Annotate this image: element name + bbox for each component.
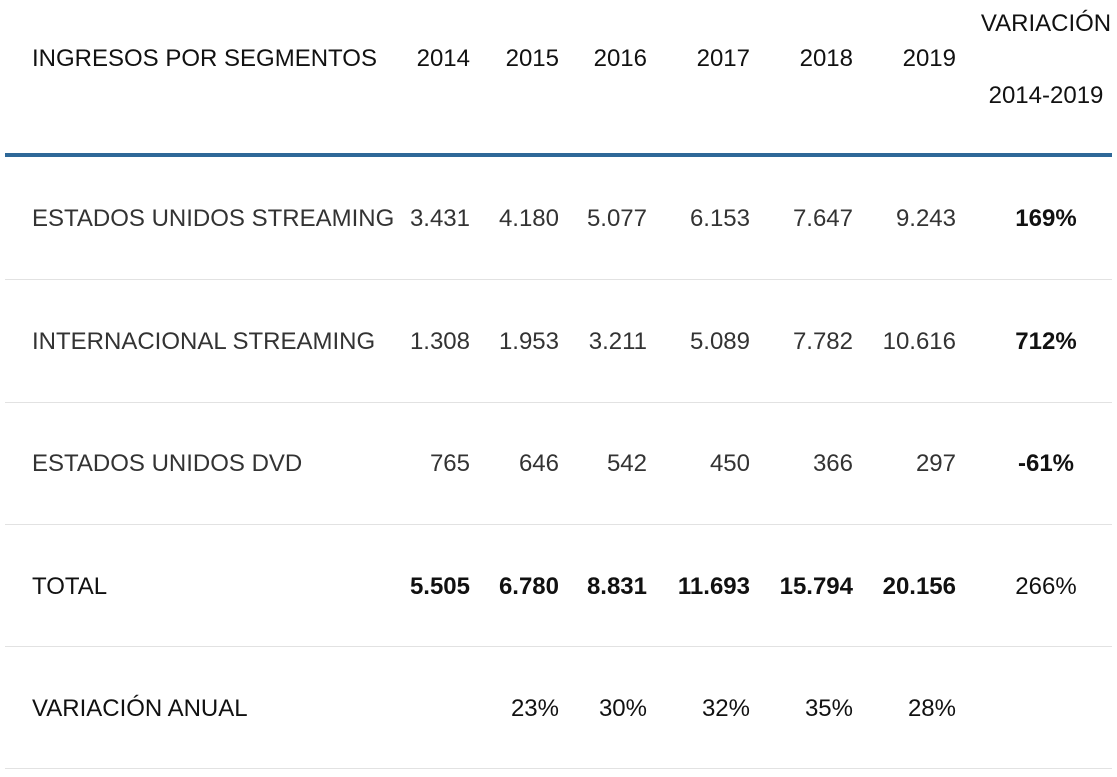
- row-variation: 266%: [1015, 573, 1077, 600]
- row-variation: -61%: [1017, 450, 1075, 477]
- row-label-annual-variation: VARIACIÓN ANUAL: [32, 695, 248, 722]
- row-divider: [5, 279, 1112, 280]
- row-value: 450: [709, 450, 750, 477]
- row-value: 15.794: [779, 573, 853, 600]
- header-year-2016: 2016: [593, 45, 647, 72]
- row-variation: 169%: [1015, 205, 1077, 232]
- row-value: 23%: [510, 695, 559, 722]
- row-divider: [5, 524, 1112, 525]
- row-label-us-dvd: ESTADOS UNIDOS DVD: [32, 450, 303, 477]
- row-variation: 712%: [1015, 328, 1077, 355]
- row-value: 7.647: [792, 205, 853, 232]
- row-divider: [5, 768, 1112, 769]
- header-segment-label: INGRESOS POR SEGMENTOS: [32, 45, 377, 72]
- header-year-2019: 2019: [902, 45, 956, 72]
- row-value: 765: [429, 450, 470, 477]
- row-value: 297: [915, 450, 956, 477]
- row-label-total: TOTAL: [32, 573, 108, 600]
- row-value: 8.831: [586, 573, 647, 600]
- row-value: 10.616: [882, 328, 956, 355]
- row-value: 3.211: [588, 328, 647, 355]
- header-year-2014: 2014: [416, 45, 470, 72]
- row-value: 366: [812, 450, 853, 477]
- row-value: 30%: [598, 695, 647, 722]
- row-value: 1.308: [409, 328, 470, 355]
- header-year-2015: 2015: [505, 45, 559, 72]
- header-variation-line1: VARIACIÓN: [980, 10, 1112, 37]
- row-value: 1.953: [498, 328, 559, 355]
- row-value: 28%: [907, 695, 956, 722]
- row-value: 5.077: [586, 205, 647, 232]
- row-label-international-streaming: INTERNACIONAL STREAMING: [32, 328, 376, 355]
- header-year-2018: 2018: [799, 45, 853, 72]
- row-value: 9.243: [895, 205, 956, 232]
- row-value: 646: [518, 450, 559, 477]
- row-divider: [5, 402, 1112, 403]
- row-value: 32%: [701, 695, 750, 722]
- row-value: 3.431: [409, 205, 470, 232]
- row-value: 4.180: [498, 205, 559, 232]
- row-value: 542: [606, 450, 647, 477]
- row-label-us-streaming: ESTADOS UNIDOS STREAMING: [32, 205, 395, 232]
- header-year-2017: 2017: [696, 45, 750, 72]
- row-value: 35%: [804, 695, 853, 722]
- header-variation-line2: 2014-2019: [988, 82, 1104, 109]
- row-value: 5.505: [409, 573, 470, 600]
- header-rule: [5, 153, 1112, 157]
- row-value: 7.782: [792, 328, 853, 355]
- row-divider: [5, 646, 1112, 647]
- row-value: 20.156: [882, 573, 956, 600]
- row-value: 6.780: [498, 573, 559, 600]
- row-value: 6.153: [689, 205, 750, 232]
- row-value: 11.693: [677, 573, 750, 600]
- row-value: 5.089: [689, 328, 750, 355]
